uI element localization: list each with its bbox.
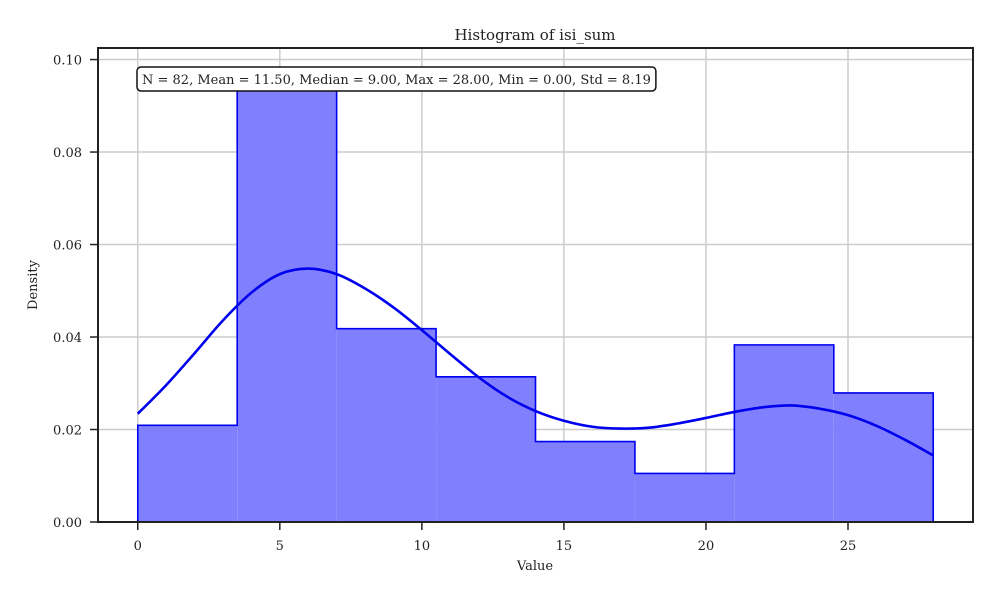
kde-curve-layer [136,267,934,457]
x-axis-ticks: 0 5 10 15 20 25 [134,522,857,554]
x-tick-label: 20 [698,539,715,554]
x-axis-label: Value [516,559,553,574]
y-tick-label: 0.02 [53,424,82,439]
histogram-bar [137,425,238,522]
kde-curve [136,267,934,457]
histogram-bars [136,86,935,522]
histogram-bar [833,392,934,522]
y-axis-ticks: 0.00 0.02 0.04 0.06 0.08 0.10 [53,54,98,531]
stats-box: N = 82, Mean = 11.50, Median = 9.00, Max… [136,66,657,92]
stats-box-frame [136,66,657,92]
y-tick-label: 0.06 [53,239,82,254]
y-tick-label: 0.08 [53,146,82,161]
plot-frame [97,47,974,523]
x-tick-label: 25 [840,539,857,554]
x-tick-label: 10 [414,539,431,554]
x-tick-label: 5 [276,539,284,554]
x-tick-label: 0 [134,539,142,554]
y-tick-label: 0.04 [53,331,82,346]
y-tick-label: 0.10 [53,54,82,69]
stats-text: N = 82, Mean = 11.50, Median = 9.00, Max… [142,73,651,88]
x-tick-label: 15 [556,539,573,554]
histogram-outline [136,86,935,522]
histogram-bar [535,441,635,522]
chart-title: Histogram of isi_sum [454,26,615,44]
histogram-bar [336,328,437,522]
histogram-bar [237,86,337,522]
histogram-bar [734,344,834,522]
histogram-bar [436,376,536,522]
y-axis-label: Density [26,259,41,310]
y-tick-label: 0.00 [53,516,82,531]
histogram-bar [634,473,735,522]
